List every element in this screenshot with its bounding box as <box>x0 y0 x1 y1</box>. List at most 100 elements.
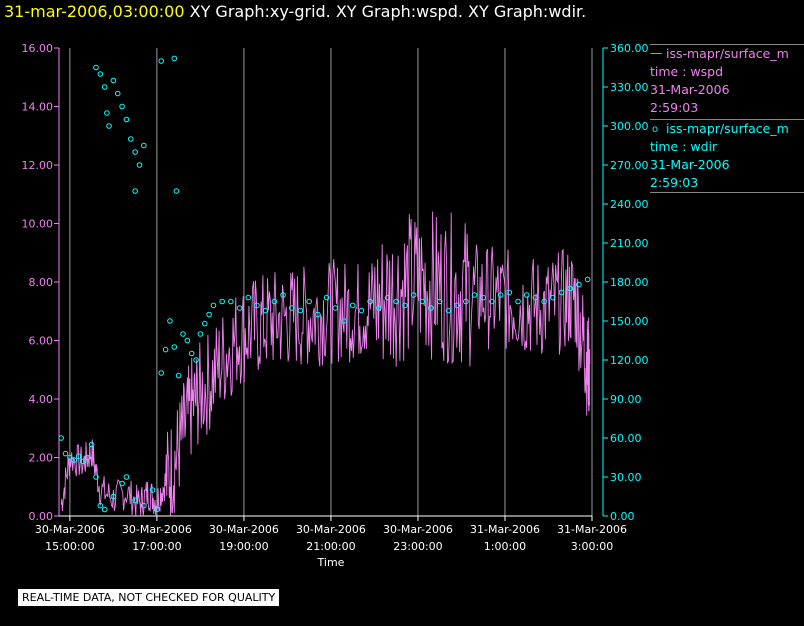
wdir-point <box>197 331 204 337</box>
legend-entry-wspd: — iss-mapr/surface_m time : wspd 31-Mar-… <box>650 44 804 117</box>
line-swatch-icon: — <box>650 45 663 60</box>
x-tick-date: 30-Mar-2006 <box>209 523 279 536</box>
wdir-point <box>88 441 95 448</box>
x-tick-time: 17:00:00 <box>132 540 181 553</box>
left-tick-label: 10.00 <box>22 218 54 231</box>
wdir-point <box>497 292 504 298</box>
wdir-point <box>97 71 104 77</box>
wdir-point <box>180 331 186 337</box>
circle-marker-icon: o <box>652 124 659 135</box>
wdir-point <box>480 294 487 301</box>
wdir-point <box>201 320 208 327</box>
wdir-point <box>219 298 225 305</box>
legend-separator <box>650 44 804 45</box>
wdir-point <box>101 84 108 90</box>
wdir-point <box>228 298 234 305</box>
left-tick-label: 4.00 <box>29 393 54 406</box>
wdir-point <box>489 298 495 305</box>
legend-series-time: 2:59:03 <box>650 100 699 115</box>
wdir-point <box>119 103 125 110</box>
legend-separator <box>650 119 804 120</box>
left-tick-label: 2.00 <box>29 452 54 465</box>
wdir-point <box>127 136 134 142</box>
wdir-point <box>558 289 565 296</box>
wdir-point <box>376 305 382 311</box>
header-timestamp: 31-mar-2006,03:00:00 <box>4 2 185 21</box>
wdir-point <box>123 474 130 480</box>
wdir-point <box>523 292 530 298</box>
wdir-point <box>271 298 278 305</box>
legend-entry-wdir: o iss-mapr/surface_m time : wdir 31-Mar-… <box>650 117 804 192</box>
wdir-point <box>154 506 160 513</box>
wdir-point <box>210 302 217 309</box>
legend-series-name: iss-mapr/surface_m <box>666 46 789 61</box>
wdir-point <box>141 502 147 509</box>
wdir-point <box>80 458 86 465</box>
wdir-point <box>104 110 110 116</box>
wdir-point <box>132 497 138 504</box>
wdir-point <box>158 58 165 64</box>
wdir-point <box>576 281 582 288</box>
wdir-point <box>384 294 391 301</box>
x-tick-time: 23:00:00 <box>393 540 442 553</box>
wdir-point <box>132 149 138 155</box>
x-tick-time: 1:00:00 <box>484 540 526 553</box>
legend: — iss-mapr/surface_m time : wspd 31-Mar-… <box>650 44 804 193</box>
wdir-point <box>428 305 434 311</box>
header-title: XY Graph:xy-grid. XY Graph:wspd. XY Grap… <box>189 2 587 21</box>
wdir-point <box>297 307 304 314</box>
wdir-point <box>75 453 82 460</box>
wdir-point <box>173 188 180 194</box>
wdir-point <box>110 77 117 84</box>
wdir-point <box>323 294 330 301</box>
x-tick-date: 30-Mar-2006 <box>122 523 192 536</box>
wdir-point <box>101 506 108 513</box>
x-tick-time: 21:00:00 <box>306 540 355 553</box>
wdir-point <box>114 90 121 97</box>
wdir-point <box>288 305 295 311</box>
wdir-point <box>506 289 513 296</box>
wdir-point <box>149 487 156 493</box>
wdir-point <box>58 435 64 441</box>
right-tick-label: 240.00 <box>610 198 649 211</box>
wspd-line <box>60 211 591 517</box>
right-tick-label: 90.00 <box>610 393 642 406</box>
wdir-point <box>280 292 286 298</box>
wdir-point <box>206 311 212 318</box>
legend-series-field: time : wdir <box>650 139 718 154</box>
wdir-point <box>141 142 147 149</box>
legend-separator <box>650 192 804 193</box>
wdir-point <box>132 188 138 194</box>
wdir-point <box>93 474 99 480</box>
right-tick-label: 0.00 <box>610 510 635 523</box>
wdir-point <box>463 298 469 305</box>
x-axis-label: Time <box>317 556 345 569</box>
wdir-point <box>515 298 521 305</box>
wdir-point <box>254 302 260 309</box>
wdir-point <box>167 318 173 324</box>
wdir-point <box>349 302 356 309</box>
legend-series-date: 31-Mar-2006 <box>650 157 730 172</box>
right-tick-label: 180.00 <box>610 276 649 289</box>
left-tick-label: 0.00 <box>29 510 54 523</box>
wdir-point <box>332 305 339 311</box>
right-tick-label: 360.00 <box>610 42 649 55</box>
x-tick-time: 15:00:00 <box>45 540 94 553</box>
left-tick-label: 12.00 <box>22 159 54 172</box>
wdir-point <box>236 305 243 311</box>
left-tick-label: 14.00 <box>22 101 54 114</box>
wdir-point <box>71 457 78 463</box>
right-tick-label: 330.00 <box>610 81 649 94</box>
right-tick-label: 270.00 <box>610 159 649 172</box>
right-tick-label: 30.00 <box>610 471 642 484</box>
wdir-point <box>584 276 591 283</box>
wdir-point <box>193 357 199 363</box>
wdir-point <box>171 344 178 350</box>
wdir-point <box>358 307 365 314</box>
wdir-point <box>402 302 408 309</box>
wdir-point <box>93 64 99 71</box>
wdir-point <box>175 372 182 379</box>
x-tick-time: 3:00:00 <box>571 540 613 553</box>
wdir-point <box>541 298 547 305</box>
wdir-point <box>567 285 574 292</box>
